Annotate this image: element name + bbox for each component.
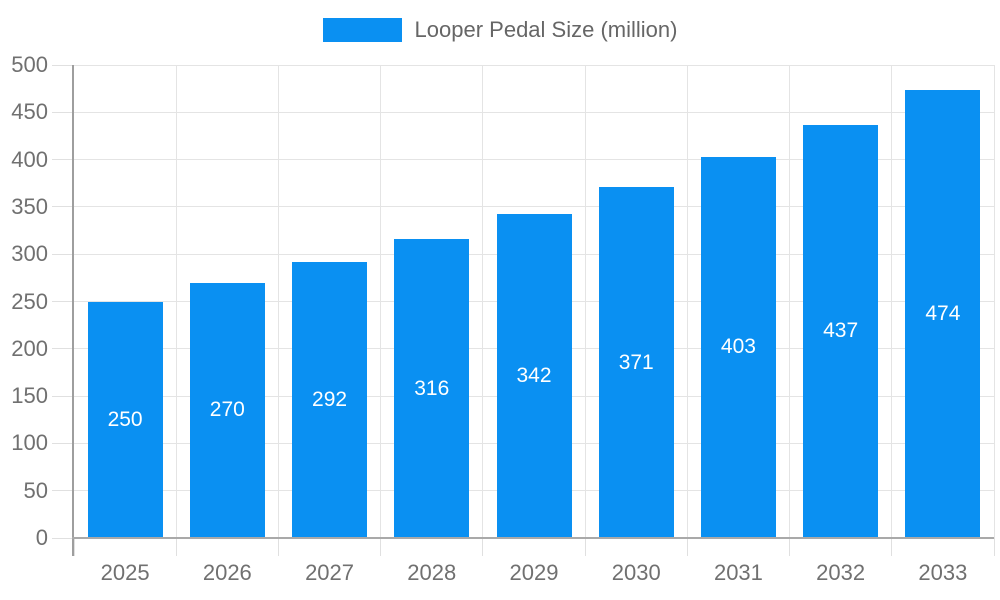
x-tick-mark xyxy=(789,538,791,556)
bar-2028: 316 xyxy=(394,239,470,538)
x-axis-tick-label: 2030 xyxy=(611,560,661,585)
x-axis-tick-label: 2031 xyxy=(713,560,763,585)
x-axis-tick-label: 2026 xyxy=(202,560,252,585)
y-axis-tick-label: 200 xyxy=(11,335,48,361)
y-axis-tick-label: 150 xyxy=(11,383,48,409)
x-axis-tick-label: 2027 xyxy=(305,560,355,585)
y-axis-tick-label: 0 xyxy=(35,525,48,550)
x-axis-tick-label: 2025 xyxy=(100,560,150,585)
y-tick-mark xyxy=(52,206,74,208)
bar-2030: 371 xyxy=(598,187,674,538)
y-tick-mark xyxy=(52,395,74,397)
x-gridline xyxy=(175,65,177,538)
legend: Looper Pedal Size (million) xyxy=(0,16,1000,44)
x-axis-tick-label: 2032 xyxy=(816,560,866,585)
x-tick-mark xyxy=(584,538,586,556)
y-tick-mark xyxy=(52,253,74,255)
x-gridline xyxy=(993,65,995,538)
x-tick-mark xyxy=(891,538,893,556)
y-gridline xyxy=(74,159,994,161)
y-tick-mark xyxy=(52,159,74,161)
y-gridline xyxy=(74,64,994,66)
y-axis-tick-label: 50 xyxy=(23,477,48,503)
x-axis-line xyxy=(71,536,994,539)
bar-2033: 474 xyxy=(905,89,981,538)
bar-2031: 403 xyxy=(700,156,776,538)
x-gridline xyxy=(584,65,586,538)
x-tick-mark xyxy=(380,538,382,556)
y-tick-mark xyxy=(52,64,74,66)
bar-2032: 437 xyxy=(803,124,879,538)
x-axis-tick-label: 2033 xyxy=(918,560,968,585)
x-tick-mark xyxy=(993,538,995,556)
legend-label: Looper Pedal Size (million) xyxy=(414,17,678,42)
y-gridline xyxy=(74,206,994,208)
y-tick-mark xyxy=(52,537,74,539)
y-tick-mark xyxy=(52,490,74,492)
x-tick-mark xyxy=(175,538,177,556)
x-tick-mark xyxy=(686,538,688,556)
legend-item[interactable]: Looper Pedal Size (million) xyxy=(322,16,678,44)
y-axis-tick-label: 400 xyxy=(11,146,48,172)
y-axis-tick-label: 450 xyxy=(11,99,48,125)
y-tick-mark xyxy=(52,111,74,113)
x-gridline xyxy=(277,65,279,538)
x-gridline xyxy=(891,65,893,538)
y-axis-tick-label: 100 xyxy=(11,430,48,456)
y-axis-tick-label: 250 xyxy=(11,288,48,314)
x-tick-mark xyxy=(277,538,279,556)
x-gridline xyxy=(789,65,791,538)
bar-2025: 250 xyxy=(87,301,163,538)
bar-value-label: 292 xyxy=(312,387,348,411)
bar-2027: 292 xyxy=(292,261,368,538)
x-gridline xyxy=(482,65,484,538)
x-axis-tick-label: 2028 xyxy=(407,560,457,585)
bar-2026: 270 xyxy=(189,282,265,538)
bar-value-label: 316 xyxy=(414,376,450,400)
y-axis-line xyxy=(71,65,75,556)
bar-value-label: 437 xyxy=(823,319,859,343)
legend-swatch-icon xyxy=(322,18,402,42)
bar-value-label: 474 xyxy=(925,301,961,325)
y-axis-tick-label: 500 xyxy=(11,52,48,77)
x-tick-mark xyxy=(482,538,484,556)
x-axis-tick-label: 2029 xyxy=(509,560,559,585)
bar-2029: 342 xyxy=(496,214,572,538)
y-gridline xyxy=(74,111,994,113)
y-axis-tick-label: 350 xyxy=(11,193,48,219)
y-tick-mark xyxy=(52,348,74,350)
bar-value-label: 371 xyxy=(618,350,654,374)
y-tick-mark xyxy=(52,442,74,444)
bar-value-label: 342 xyxy=(516,364,552,388)
y-tick-mark xyxy=(52,301,74,302)
x-gridline xyxy=(686,65,688,538)
x-gridline xyxy=(380,65,382,538)
bar-value-label: 250 xyxy=(107,407,143,431)
bar-value-label: 270 xyxy=(209,398,245,422)
bar-value-label: 403 xyxy=(720,335,756,359)
y-axis-tick-label: 300 xyxy=(11,241,48,267)
